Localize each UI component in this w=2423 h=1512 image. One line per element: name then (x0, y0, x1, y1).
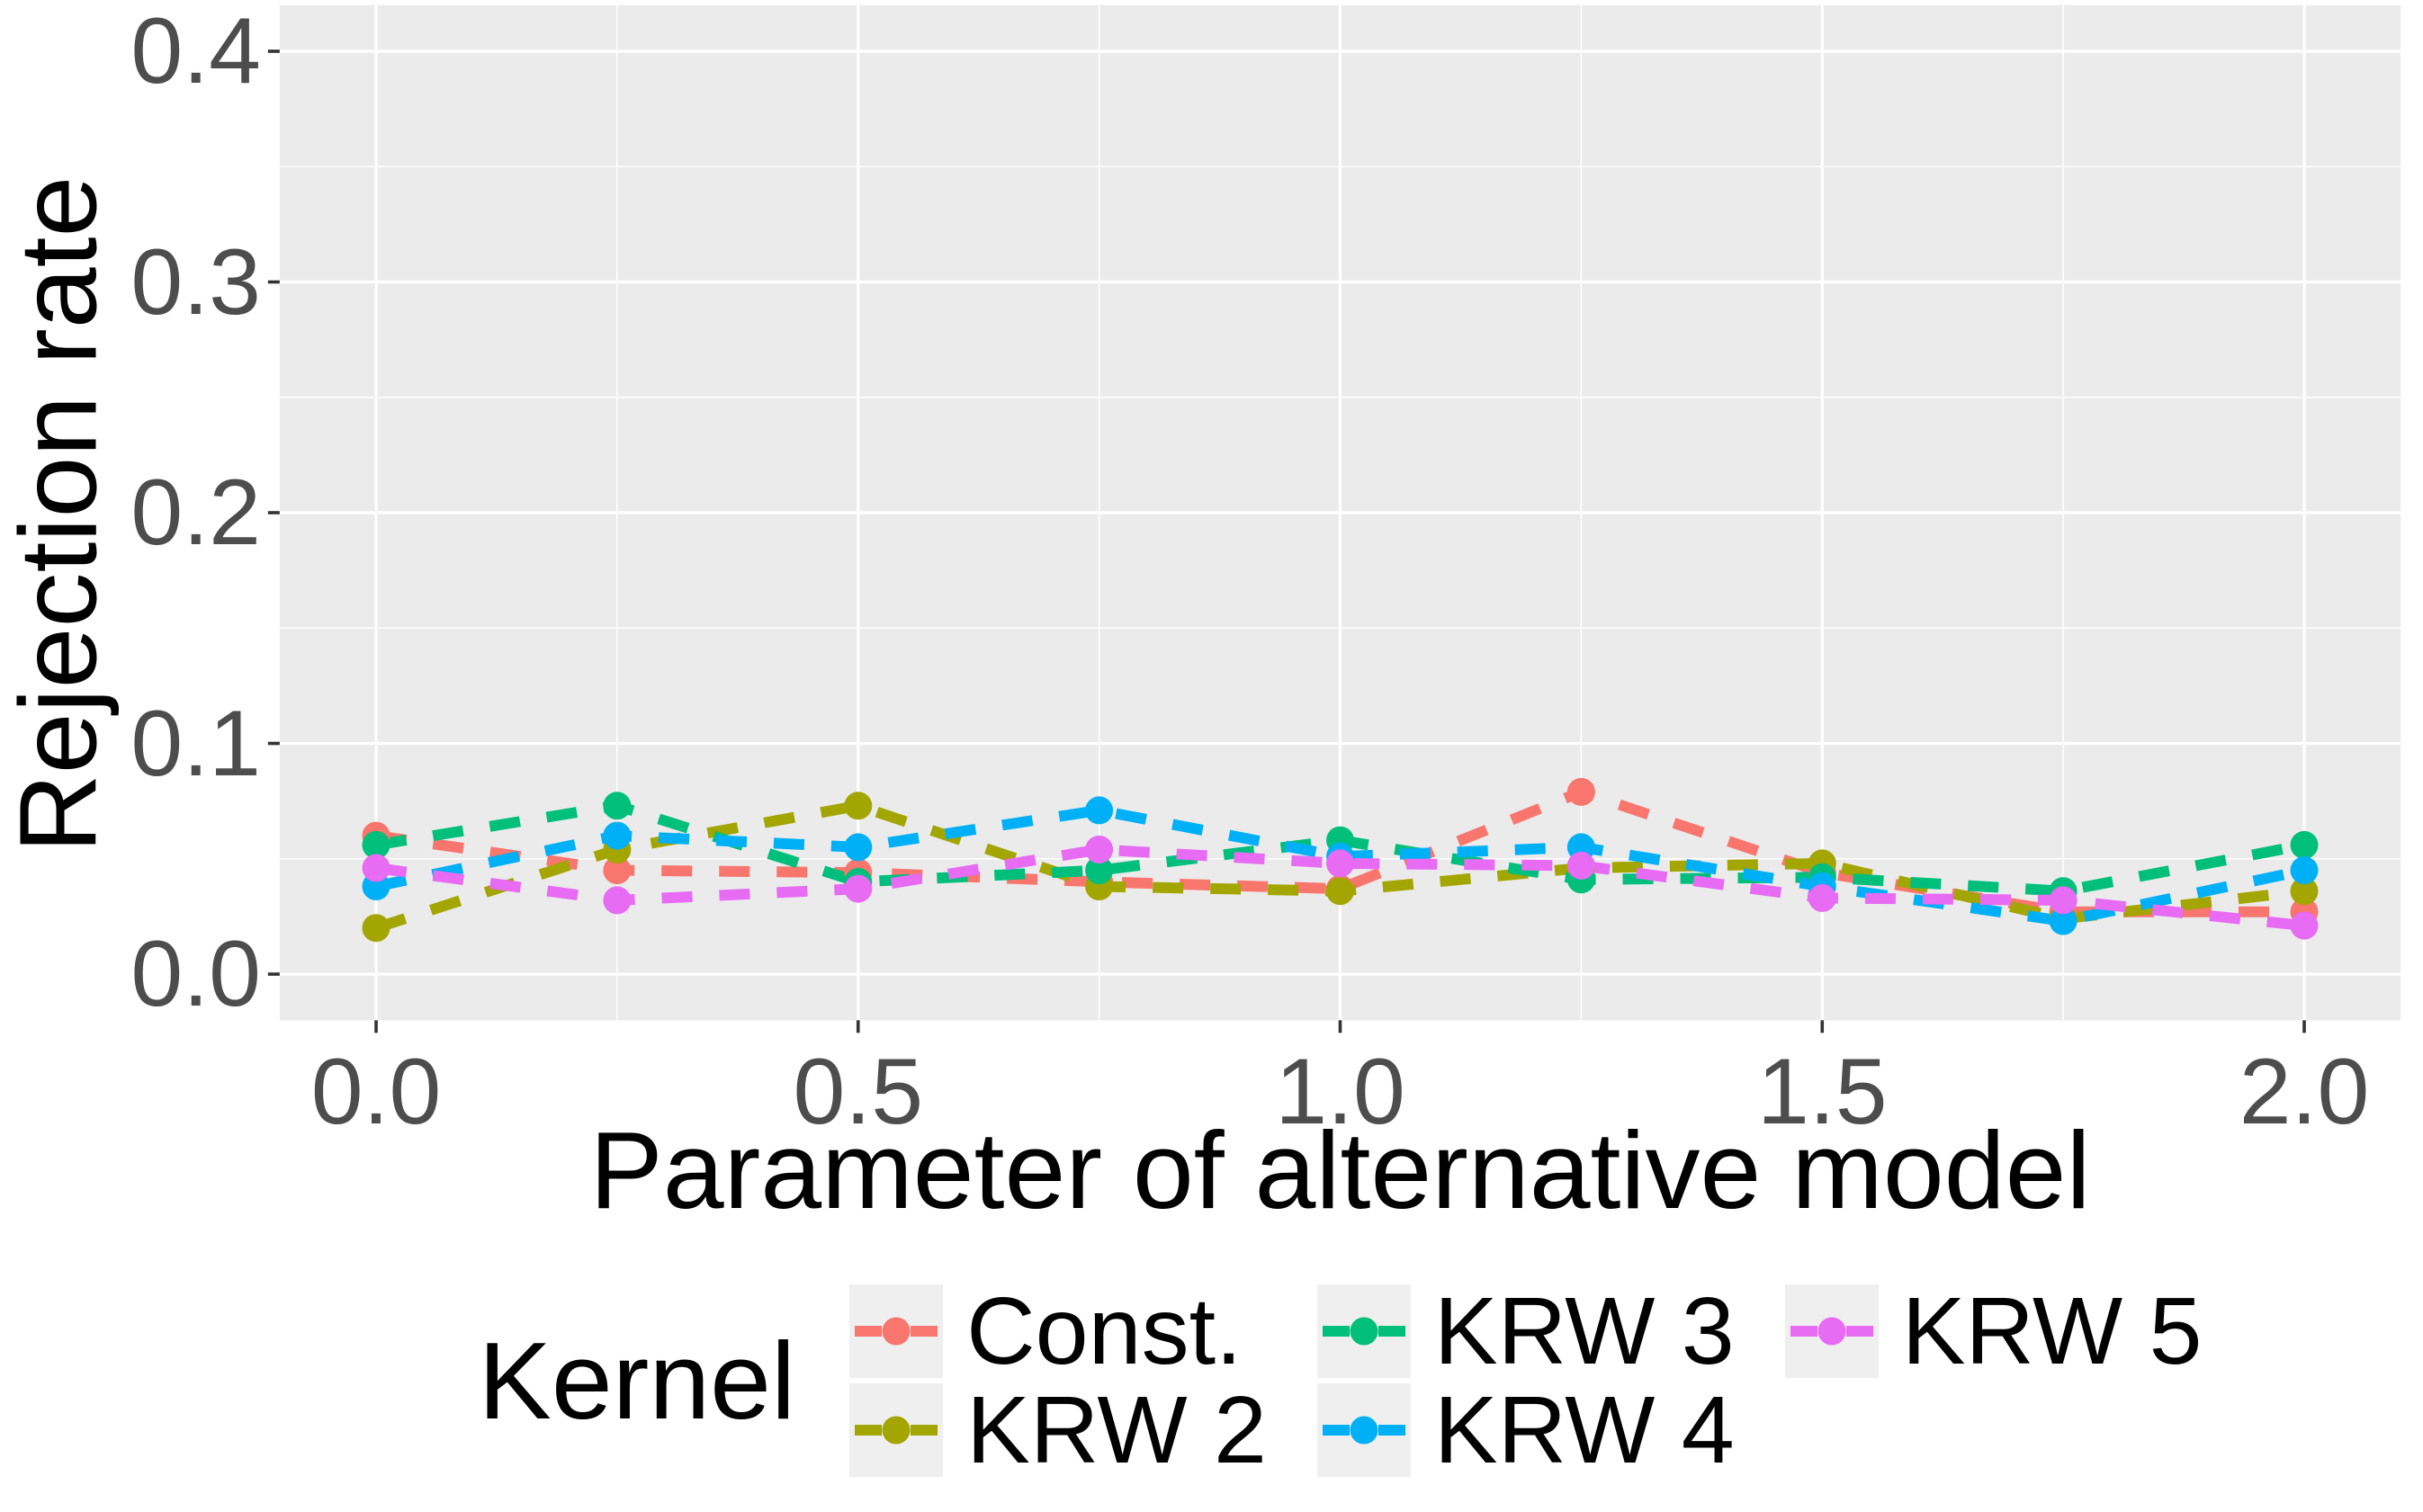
legend-column: KRW 5 (1784, 1278, 2203, 1477)
legend: Kernel Const. KRW 2 KRW 3 KRW 4 KRW 5 (280, 1278, 2401, 1483)
y-tick-label-0-0: 0.0 (130, 922, 261, 1026)
data-point-krw-3-x-0-75 (1085, 856, 1114, 885)
data-point-krw-5-x-0-5 (844, 874, 873, 903)
series-line-krw-4 (374, 804, 2306, 927)
legend-title: Kernel (478, 1320, 796, 1442)
x-tick-label-0-0: 0.0 (310, 1040, 442, 1144)
series-points-krw-5 (362, 836, 2319, 940)
legend-point-dash-icon (1322, 1416, 1405, 1445)
data-point-krw-4-x-1-75 (2049, 907, 2077, 935)
legend-point-dash-icon (855, 1317, 938, 1346)
data-point-krw-3-x-2 (2290, 830, 2319, 859)
data-point-krw-5-x-1-5 (1808, 883, 1836, 912)
legend-column: KRW 3 KRW 4 (1316, 1278, 1735, 1483)
x-tick-label-1-5: 1.5 (1756, 1040, 1888, 1144)
data-point-krw-3-x-0 (362, 830, 390, 859)
data-point-krw-5-x-0-25 (603, 886, 632, 915)
legend-label-krw-4: KRW 4 (1433, 1377, 1735, 1483)
x-tick-label-1-0: 1.0 (1275, 1040, 1405, 1144)
legend-key-const (849, 1284, 944, 1378)
y-tick-label-0-1: 0.1 (130, 691, 261, 796)
legend-label-krw-5: KRW 5 (1901, 1278, 2203, 1384)
data-point-krw-3-x-0-25 (603, 792, 632, 820)
legend-label-const: Const. (966, 1278, 1243, 1384)
data-point-krw-4-x-2 (2290, 856, 2319, 885)
legend-column: Const. KRW 2 (849, 1278, 1267, 1483)
data-point-krw-5-x-1-75 (2049, 886, 2077, 915)
legend-item-const: Const. (849, 1278, 1267, 1384)
y-tick-label-0-2: 0.2 (130, 461, 261, 565)
data-point-krw-5-x-1-25 (1566, 851, 1595, 880)
legend-key-krw-2 (849, 1383, 944, 1477)
legend-label-krw-2: KRW 2 (966, 1377, 1267, 1483)
data-point-krw-2-x-0 (362, 914, 390, 943)
data-point-const-x-0-25 (603, 856, 632, 885)
y-tick-label-0-4: 0.4 (130, 0, 261, 103)
legend-key-krw-3 (1316, 1284, 1411, 1378)
y-tick-label-0-3: 0.3 (130, 229, 261, 335)
data-point-krw-5-x-0-75 (1085, 836, 1114, 863)
data-point-krw-4-x-0-25 (603, 821, 632, 850)
series-line-krw-5 (375, 844, 2305, 932)
data-point-krw-4-x-0-75 (1085, 796, 1114, 825)
data-point-krw-2-x-2 (2290, 877, 2319, 906)
x-axis-title: Parameter of alternative model (589, 1109, 2091, 1231)
data-point-krw-2-x-1 (1326, 877, 1354, 906)
legend-item-krw-3: KRW 3 (1316, 1278, 1735, 1384)
x-tick-label-0-5: 0.5 (793, 1040, 924, 1144)
legend-item-krw-5: KRW 5 (1784, 1278, 2203, 1384)
data-point-krw-5-x-2 (2290, 911, 2319, 940)
data-point-krw-2-x-0-5 (844, 792, 873, 820)
legend-point-dash-icon (1322, 1317, 1405, 1346)
legend-point-dash-icon (1790, 1317, 1873, 1346)
y-axis-title: Rejection rate (0, 175, 119, 854)
data-point-krw-4-x-0-5 (844, 833, 873, 862)
data-point-krw-5-x-1 (1326, 849, 1354, 878)
legend-point-dash-icon (855, 1416, 938, 1445)
data-point-krw-5-x-0 (362, 854, 390, 882)
legend-item-krw-4: KRW 4 (1316, 1377, 1735, 1483)
data-point-const-x-1-25 (1566, 777, 1595, 806)
x-tick-label-2-0: 2.0 (2239, 1040, 2370, 1144)
legend-label-krw-3: KRW 3 (1433, 1278, 1735, 1384)
legend-key-krw-5 (1784, 1284, 1879, 1378)
legend-item-krw-2: KRW 2 (849, 1377, 1267, 1483)
legend-key-krw-4 (1316, 1383, 1411, 1477)
legend-items: Const. KRW 2 KRW 3 KRW 4 KRW 5 (849, 1278, 2203, 1483)
